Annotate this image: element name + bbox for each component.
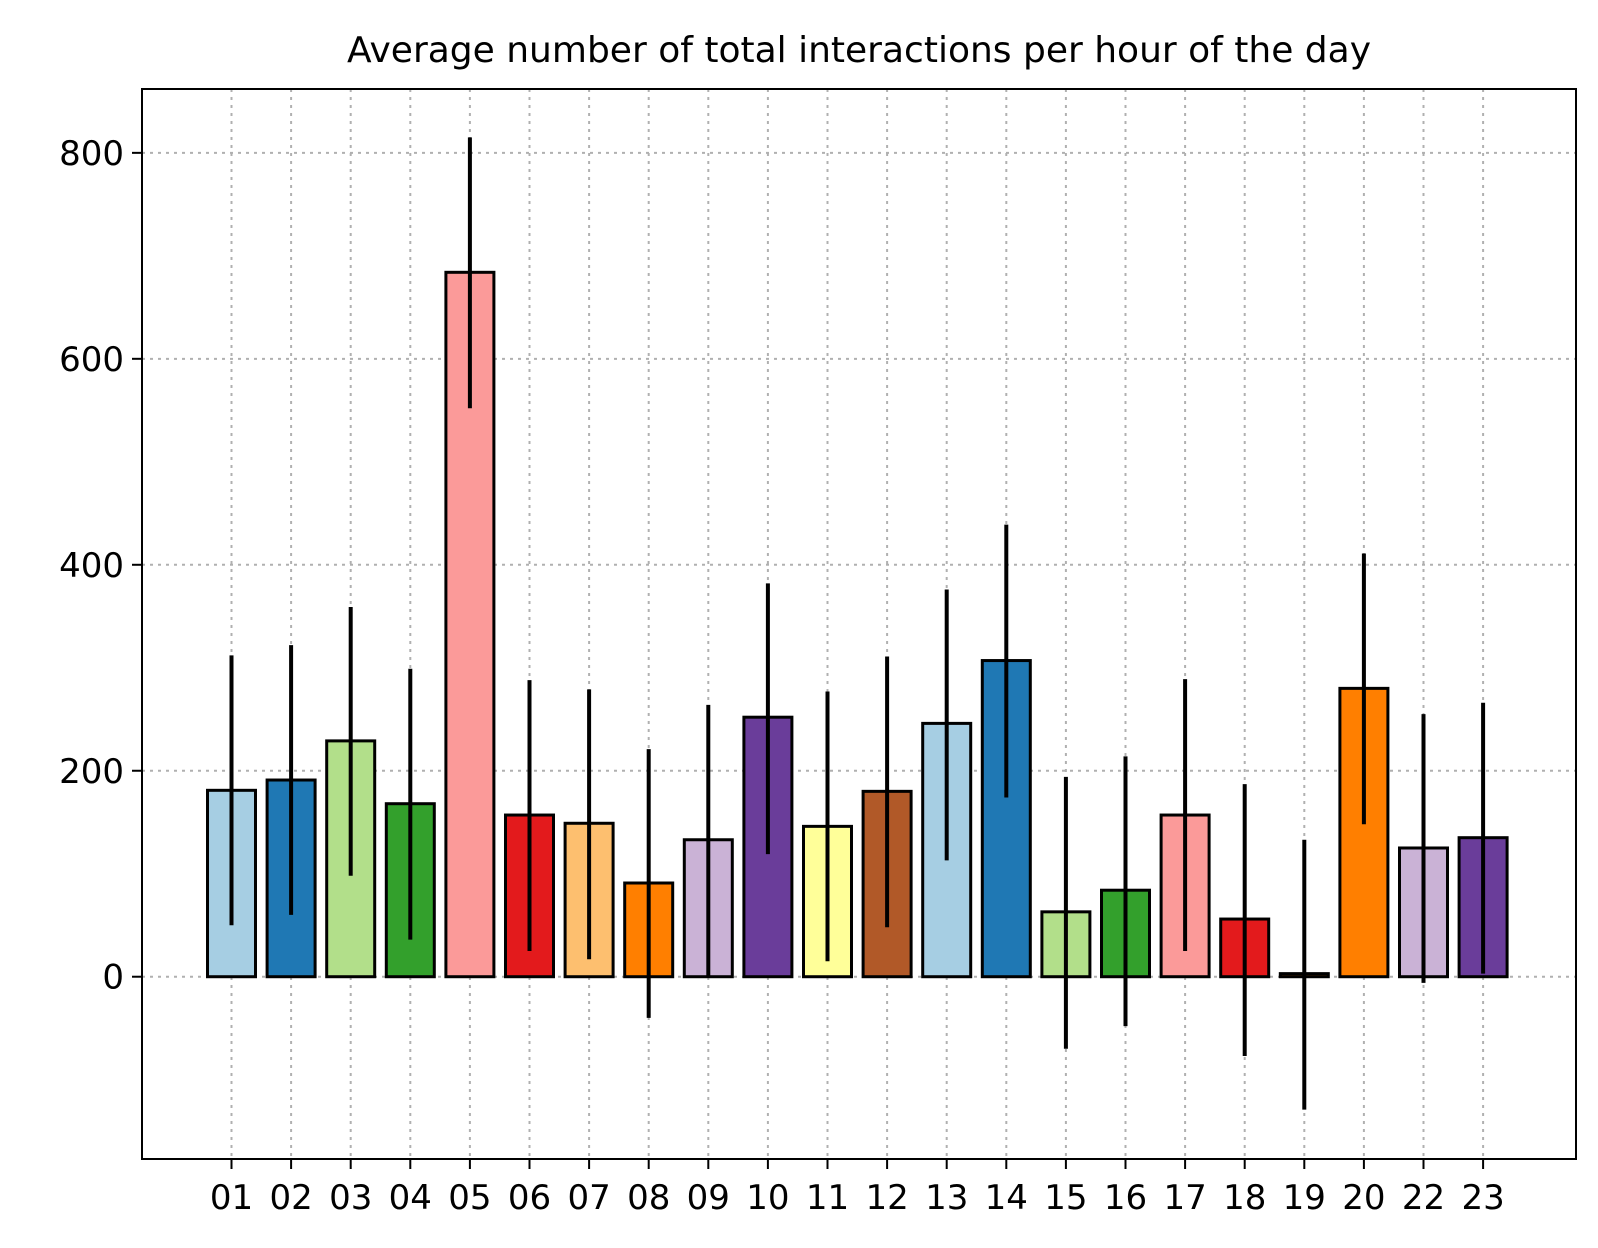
y-axis: 0 200 400 600 800 [59,134,142,998]
x-tick-label: 19 [1283,1178,1326,1218]
x-tick-label: 03 [329,1178,372,1218]
x-tick-label: 08 [627,1178,670,1218]
x-tick-label: 12 [865,1178,908,1218]
x-tick-label: 20 [1342,1178,1385,1218]
chart-title: Average number of total interactions per… [347,30,1371,71]
x-tick-label: 18 [1223,1178,1266,1218]
y-tick-label: 0 [102,958,124,998]
bar-layer [206,270,1509,979]
x-tick-label: 09 [687,1178,730,1218]
x-tick-label: 17 [1163,1178,1206,1218]
y-tick-label: 400 [59,546,124,586]
error-bar-layer [229,137,1486,1110]
x-tick-label: 23 [1461,1178,1504,1218]
x-tick-label: 13 [925,1178,968,1218]
x-tick-label: 07 [567,1178,610,1218]
x-tick-label: 11 [806,1178,849,1218]
y-tick-label: 800 [59,134,124,174]
y-tick-label: 200 [59,752,124,792]
x-tick-label: 02 [269,1178,312,1218]
x-tick-label: 15 [1044,1178,1087,1218]
x-tick-label: 14 [985,1178,1028,1218]
x-tick-label: 01 [210,1178,253,1218]
x-tick-label: 10 [746,1178,789,1218]
x-tick-label: 05 [448,1178,491,1218]
y-tick-label: 600 [59,340,124,380]
x-tick-label: 16 [1104,1178,1147,1218]
x-tick-label: 22 [1402,1178,1445,1218]
plot-frame [141,88,1577,1160]
grid-layer [142,89,1576,1159]
x-tick-label: 04 [389,1178,432,1218]
x-tick-label: 06 [508,1178,551,1218]
x-axis: 01 02 03 04 05 06 07 08 09 10 11 12 13 14 15 16 17 18 19 20… [210,1159,1505,1218]
